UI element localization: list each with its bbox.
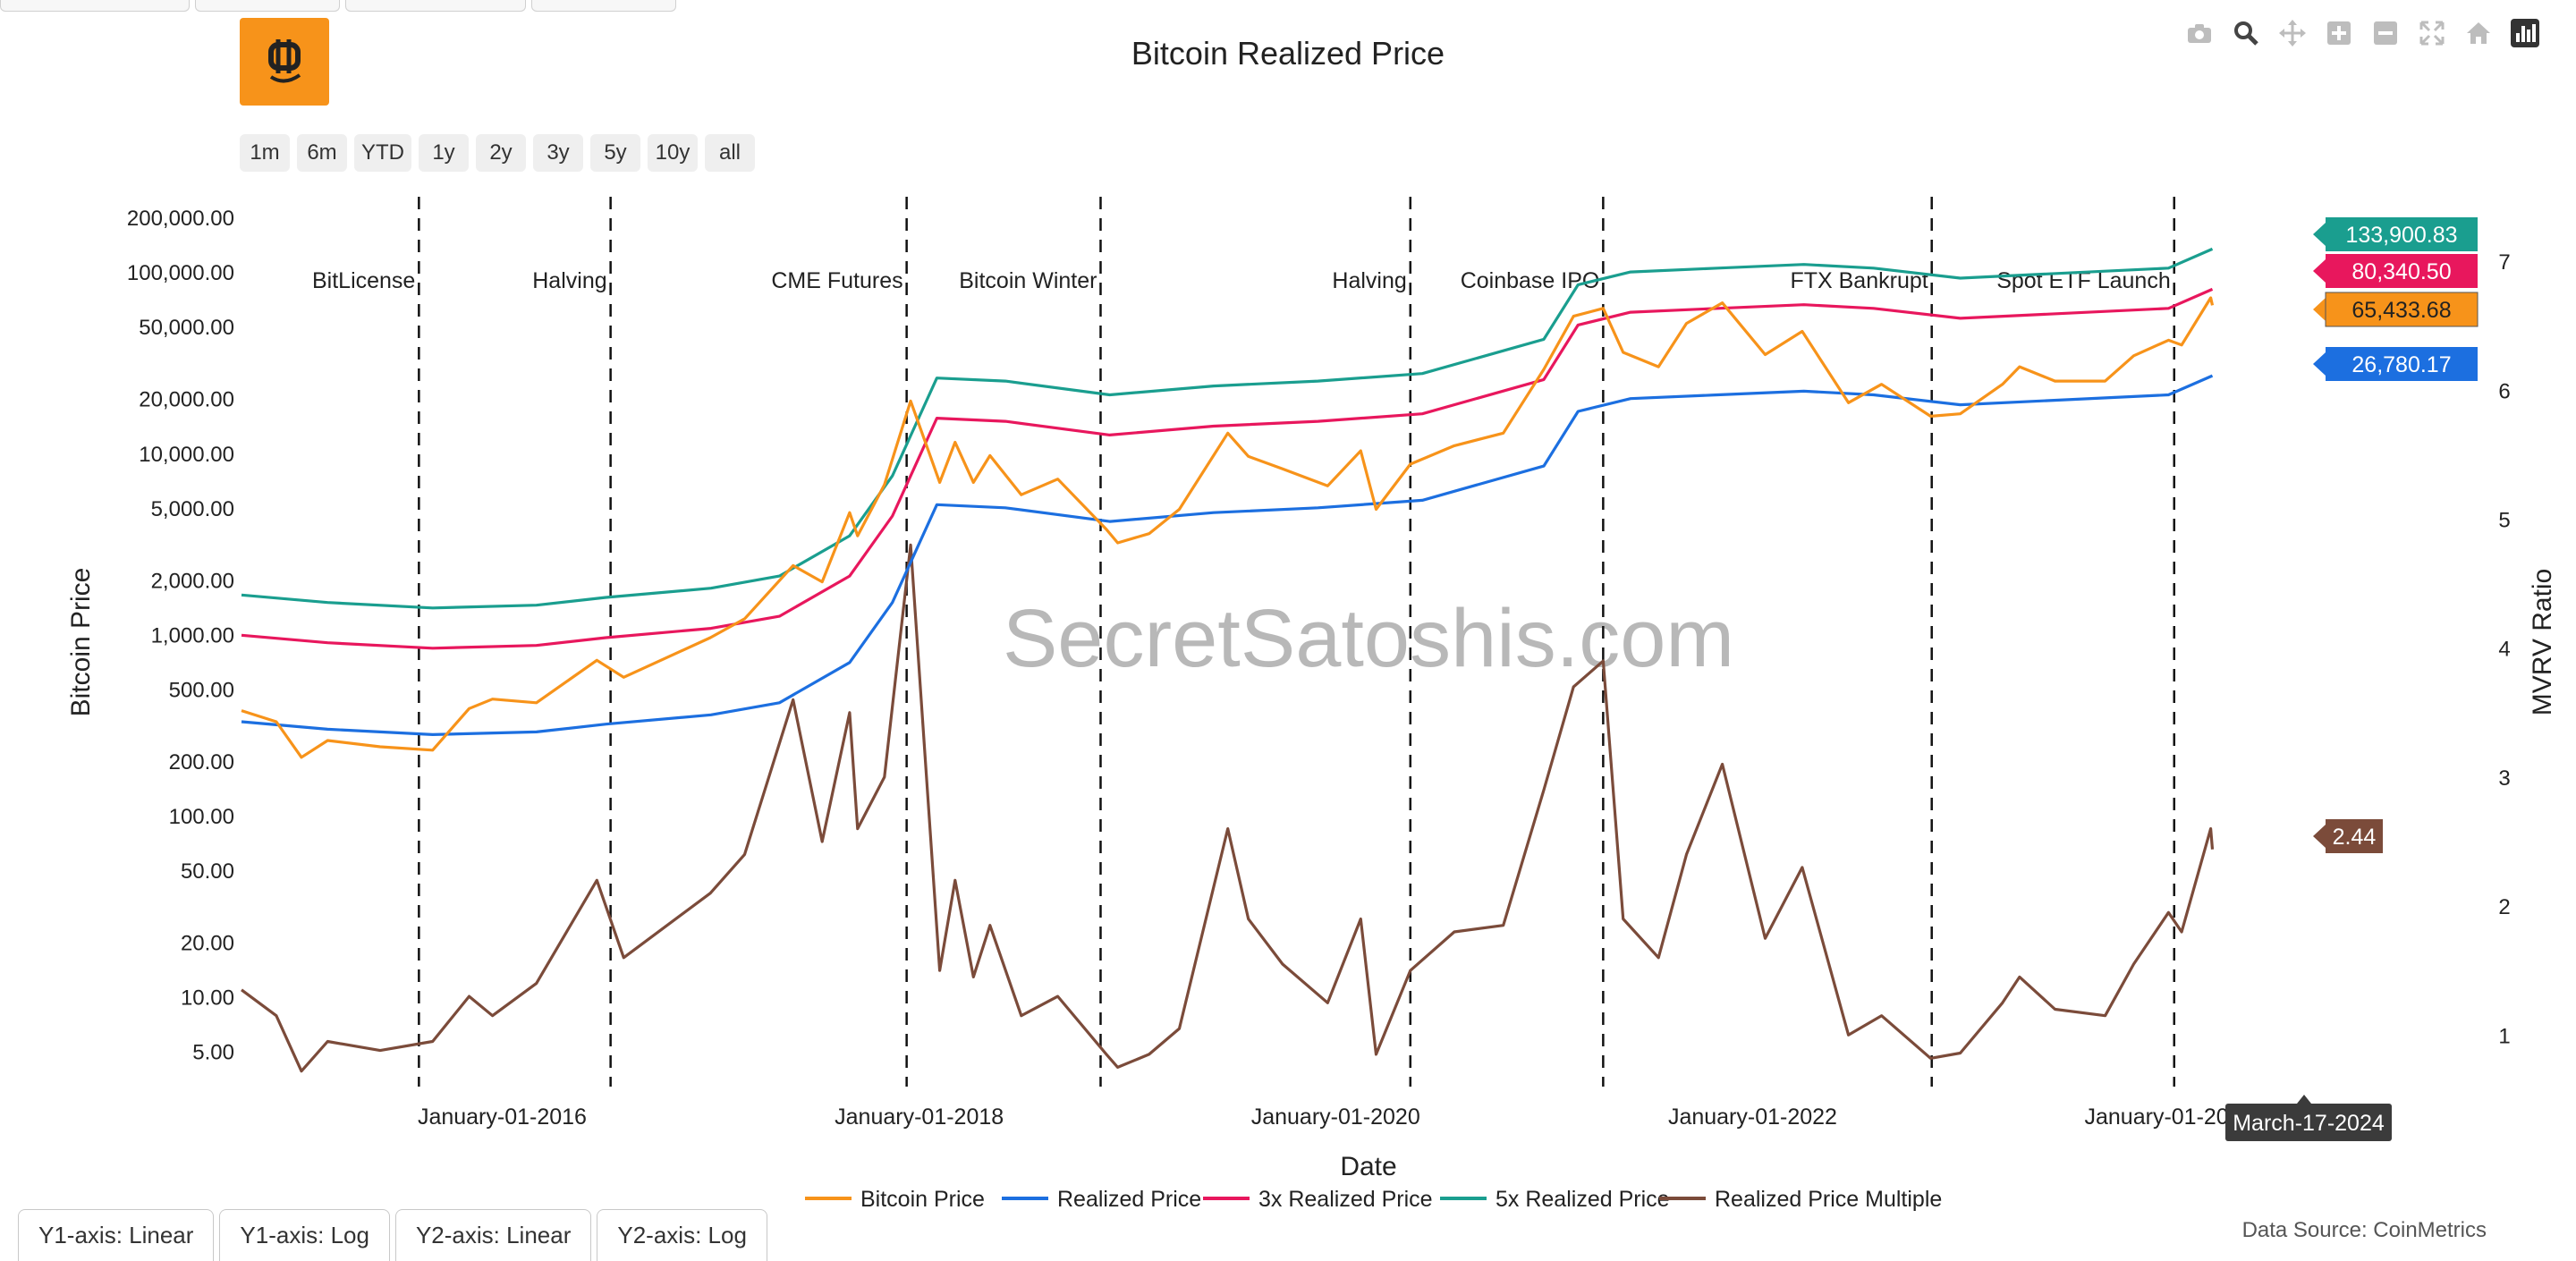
chart-toolbar [2184, 18, 2540, 48]
value-badge-pointer [2313, 825, 2326, 848]
legend-item-five_x[interactable]: 5x Realized Price [1496, 1187, 1670, 1212]
event-label: Halving [1332, 268, 1406, 293]
zoom-out-icon[interactable] [2370, 18, 2401, 48]
value-badge-pointer [2313, 259, 2326, 283]
y-tick-label: 20.00 [181, 932, 234, 956]
home-icon[interactable] [2463, 18, 2494, 48]
bitcoin-smile-logo-icon [240, 18, 329, 106]
value-badge-price [2325, 292, 2479, 327]
event-label: Coinbase IPO [1461, 268, 1600, 293]
y-tick-label: 5,000.00 [151, 497, 234, 521]
value-badge-realized [2326, 347, 2478, 381]
y2-tick-label: 2 [2498, 895, 2510, 919]
range-button-5y[interactable]: 5y [590, 134, 640, 172]
x-tick-label: January-01-2018 [835, 1104, 1004, 1130]
top-tab[interactable] [345, 0, 526, 12]
legend-item-price[interactable]: Bitcoin Price [860, 1187, 985, 1212]
top-tab[interactable] [531, 0, 676, 12]
y-tick-label: 50.00 [181, 859, 234, 884]
y-tick-label: 10.00 [181, 986, 234, 1011]
value-badge-pointer [2313, 223, 2326, 246]
value-badge-label: 80,340.50 [2351, 259, 2451, 284]
range-button-all[interactable]: all [705, 134, 755, 172]
series-line-price [241, 296, 2215, 759]
y-tick-label: 100.00 [169, 805, 234, 829]
y2-tick-label: 7 [2498, 250, 2510, 275]
tab-y2-linear[interactable]: Y2-axis: Linear [394, 1209, 592, 1261]
x-tick-label: January-01-2020 [1251, 1104, 1420, 1130]
bitcoin-logo-glyph [268, 39, 301, 83]
data-source-note: Data Source: CoinMetrics [2241, 1218, 2487, 1242]
range-button-1m[interactable]: 1m [240, 134, 290, 172]
range-button-3y[interactable]: 3y [533, 134, 583, 172]
y-tick-label: 2,000.00 [151, 569, 234, 593]
value-badge-three_x [2326, 254, 2478, 288]
zoom-icon[interactable] [2231, 18, 2261, 48]
chart-title: Bitcoin Realized Price [1131, 35, 1445, 72]
series-line-realized [241, 374, 2214, 737]
y-tick-label: 100,000.00 [127, 261, 234, 285]
event-label: BitLicense [312, 268, 415, 293]
watermark: SecretSatoshis.com [1003, 593, 1734, 684]
range-selector: 1m 6m YTD 1y 2y 3y 5y 10y all [240, 134, 755, 172]
y-tick-label: 20,000.00 [139, 388, 234, 412]
tab-y2-log[interactable]: Y2-axis: Log [597, 1209, 767, 1261]
y2-tick-label: 5 [2498, 509, 2510, 533]
top-tab[interactable] [195, 0, 340, 12]
hover-date-box [2225, 1104, 2392, 1141]
range-button-2y[interactable]: 2y [476, 134, 526, 172]
x-tick-label: January-01-2022 [1668, 1104, 1837, 1130]
y-tick-label: 10,000.00 [139, 443, 234, 467]
range-button-ytd[interactable]: YTD [354, 134, 411, 172]
legend-item-realized[interactable]: Realized Price [1057, 1187, 1201, 1212]
x-tick-label: January-01-2016 [418, 1104, 587, 1130]
value-badge-label: 133,900.83 [2345, 223, 2457, 248]
y-axis-title: Bitcoin Price [66, 568, 96, 717]
series-line-five_x [241, 247, 2214, 610]
pan-icon[interactable] [2277, 18, 2308, 48]
camera-icon[interactable] [2184, 18, 2215, 48]
legend-item-three_x[interactable]: 3x Realized Price [1258, 1187, 1433, 1212]
x-axis-title: Date [1340, 1152, 1396, 1181]
zoom-in-icon[interactable] [2324, 18, 2354, 48]
value-badge-label: 65,433.68 [2351, 298, 2451, 323]
y2-tick-label: 6 [2498, 379, 2510, 403]
event-label: Halving [532, 268, 606, 293]
tab-y1-log[interactable]: Y1-axis: Log [219, 1209, 390, 1261]
y-tick-label: 1,000.00 [151, 623, 234, 647]
y2-tick-label: 4 [2498, 638, 2510, 662]
value-badge-pointer [2313, 352, 2326, 376]
y-tick-label: 200.00 [169, 750, 234, 774]
bar-chart-icon[interactable] [2510, 18, 2540, 48]
y-tick-label: 200,000.00 [127, 207, 234, 231]
value-badge-label: 2.44 [2333, 825, 2377, 850]
y-tick-label: 500.00 [169, 678, 234, 702]
event-label: Bitcoin Winter [959, 268, 1097, 293]
y-tick-label: 5.00 [192, 1041, 234, 1065]
value-badge-multiple [2326, 819, 2383, 853]
y2-tick-label: 3 [2498, 766, 2510, 791]
top-tab[interactable] [0, 0, 190, 12]
axis-scale-tabs: Y1-axis: Linear Y1-axis: Log Y2-axis: Li… [18, 1209, 773, 1261]
y-tick-label: 50,000.00 [139, 316, 234, 340]
y2-axis-title: MVRV Ratio [2528, 569, 2557, 716]
range-button-6m[interactable]: 6m [297, 134, 347, 172]
y2-tick-label: 1 [2498, 1024, 2510, 1048]
range-button-10y[interactable]: 10y [648, 134, 698, 172]
legend-item-multiple[interactable]: Realized Price Multiple [1715, 1187, 1942, 1212]
range-button-1y[interactable]: 1y [419, 134, 469, 172]
tab-y1-linear[interactable]: Y1-axis: Linear [18, 1209, 215, 1261]
hover-date-pointer [2297, 1095, 2311, 1104]
value-badge-label: 26,780.17 [2351, 352, 2451, 377]
value-badge-pointer [2313, 298, 2326, 321]
autoscale-icon[interactable] [2417, 18, 2447, 48]
event-label: CME Futures [771, 268, 902, 293]
series-line-three_x [241, 287, 2214, 650]
hover-date-label: March-17-2024 [2233, 1111, 2385, 1136]
value-badge-five_x [2326, 217, 2478, 251]
series-line-multiple [241, 543, 2215, 1073]
